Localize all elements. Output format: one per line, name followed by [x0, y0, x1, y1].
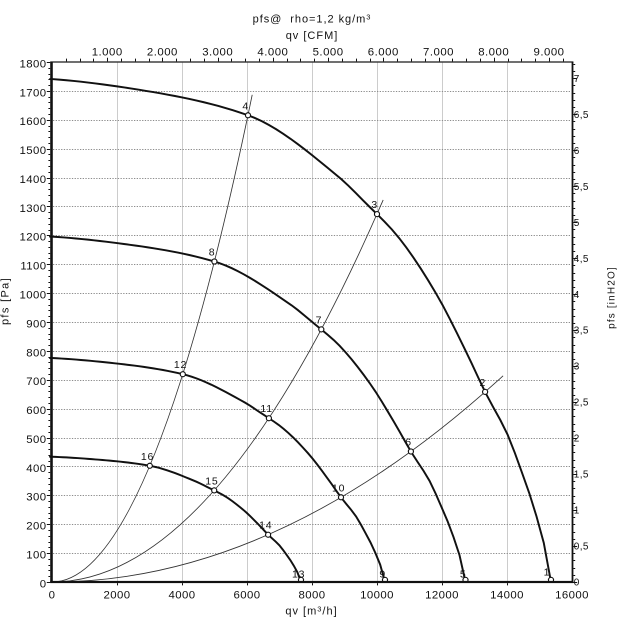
svg-text:2.000: 2.000	[147, 47, 178, 59]
svg-text:3.000: 3.000	[202, 47, 233, 59]
svg-text:1500: 1500	[20, 145, 47, 157]
svg-text:1600: 1600	[20, 116, 47, 128]
svg-text:1.000: 1.000	[92, 47, 123, 59]
svg-text:8: 8	[209, 247, 216, 259]
svg-text:qv [CFM]: qv [CFM]	[286, 30, 339, 42]
svg-text:16: 16	[141, 451, 154, 463]
svg-text:4000: 4000	[169, 589, 196, 601]
svg-text:8000: 8000	[299, 589, 326, 601]
svg-text:pfs@ rho=1,2 kg/m3: pfs@ rho=1,2 kg/m3	[253, 13, 372, 26]
svg-text:9: 9	[379, 568, 386, 580]
svg-text:0,5: 0,5	[574, 542, 589, 553]
svg-text:12000: 12000	[425, 589, 459, 601]
svg-text:16000: 16000	[555, 589, 589, 601]
svg-text:14000: 14000	[490, 589, 524, 601]
svg-text:11: 11	[260, 403, 273, 415]
svg-text:5,5: 5,5	[574, 182, 589, 193]
svg-text:7: 7	[574, 74, 580, 85]
svg-text:100: 100	[26, 550, 46, 562]
svg-text:900: 900	[26, 318, 46, 330]
svg-text:700: 700	[26, 376, 46, 388]
svg-text:500: 500	[26, 434, 46, 446]
svg-text:4: 4	[242, 100, 249, 112]
svg-text:2,5: 2,5	[574, 398, 589, 409]
svg-text:2000: 2000	[104, 589, 131, 601]
svg-text:7.000: 7.000	[423, 47, 454, 59]
svg-text:9.000: 9.000	[533, 47, 564, 59]
svg-text:300: 300	[26, 492, 46, 504]
svg-text:5: 5	[574, 218, 580, 229]
svg-text:2: 2	[574, 434, 580, 445]
svg-text:6,5: 6,5	[574, 110, 589, 121]
svg-text:1100: 1100	[20, 261, 46, 273]
svg-text:10000: 10000	[360, 589, 394, 601]
svg-text:1200: 1200	[20, 232, 47, 244]
svg-text:1300: 1300	[20, 203, 47, 215]
svg-text:800: 800	[26, 347, 46, 359]
svg-text:200: 200	[26, 521, 46, 533]
svg-text:4.000: 4.000	[257, 47, 288, 59]
svg-text:1: 1	[544, 567, 551, 579]
svg-text:pfs [Pa]: pfs [Pa]	[0, 277, 12, 325]
svg-text:1400: 1400	[20, 174, 47, 186]
svg-text:10: 10	[332, 482, 345, 494]
svg-text:1: 1	[574, 506, 580, 517]
svg-text:0: 0	[40, 578, 47, 590]
svg-text:3: 3	[574, 362, 580, 373]
svg-text:6: 6	[574, 146, 580, 157]
svg-text:4: 4	[574, 290, 580, 301]
svg-text:pfs [inH2O]: pfs [inH2O]	[607, 266, 618, 329]
svg-text:0: 0	[49, 589, 56, 601]
svg-text:6: 6	[405, 437, 412, 449]
svg-text:1,5: 1,5	[574, 470, 589, 481]
svg-text:4,5: 4,5	[574, 254, 589, 265]
svg-text:14: 14	[259, 520, 272, 532]
svg-text:12: 12	[174, 359, 187, 371]
svg-text:qv [m3/h]: qv [m3/h]	[285, 605, 337, 618]
svg-text:1000: 1000	[20, 290, 47, 302]
svg-text:0: 0	[574, 578, 580, 589]
svg-text:8.000: 8.000	[478, 47, 509, 59]
svg-text:400: 400	[26, 463, 46, 475]
svg-text:2: 2	[479, 377, 486, 389]
svg-text:15: 15	[205, 475, 218, 487]
svg-text:5.000: 5.000	[313, 47, 344, 59]
svg-text:600: 600	[26, 405, 46, 417]
svg-text:1800: 1800	[20, 58, 47, 70]
svg-text:3,5: 3,5	[574, 326, 589, 337]
svg-text:7: 7	[316, 314, 323, 326]
svg-text:1700: 1700	[20, 87, 47, 99]
svg-text:3: 3	[371, 199, 378, 211]
svg-text:5: 5	[460, 568, 467, 580]
svg-text:6.000: 6.000	[368, 47, 399, 59]
svg-text:6000: 6000	[234, 589, 261, 601]
svg-text:13: 13	[292, 568, 305, 580]
